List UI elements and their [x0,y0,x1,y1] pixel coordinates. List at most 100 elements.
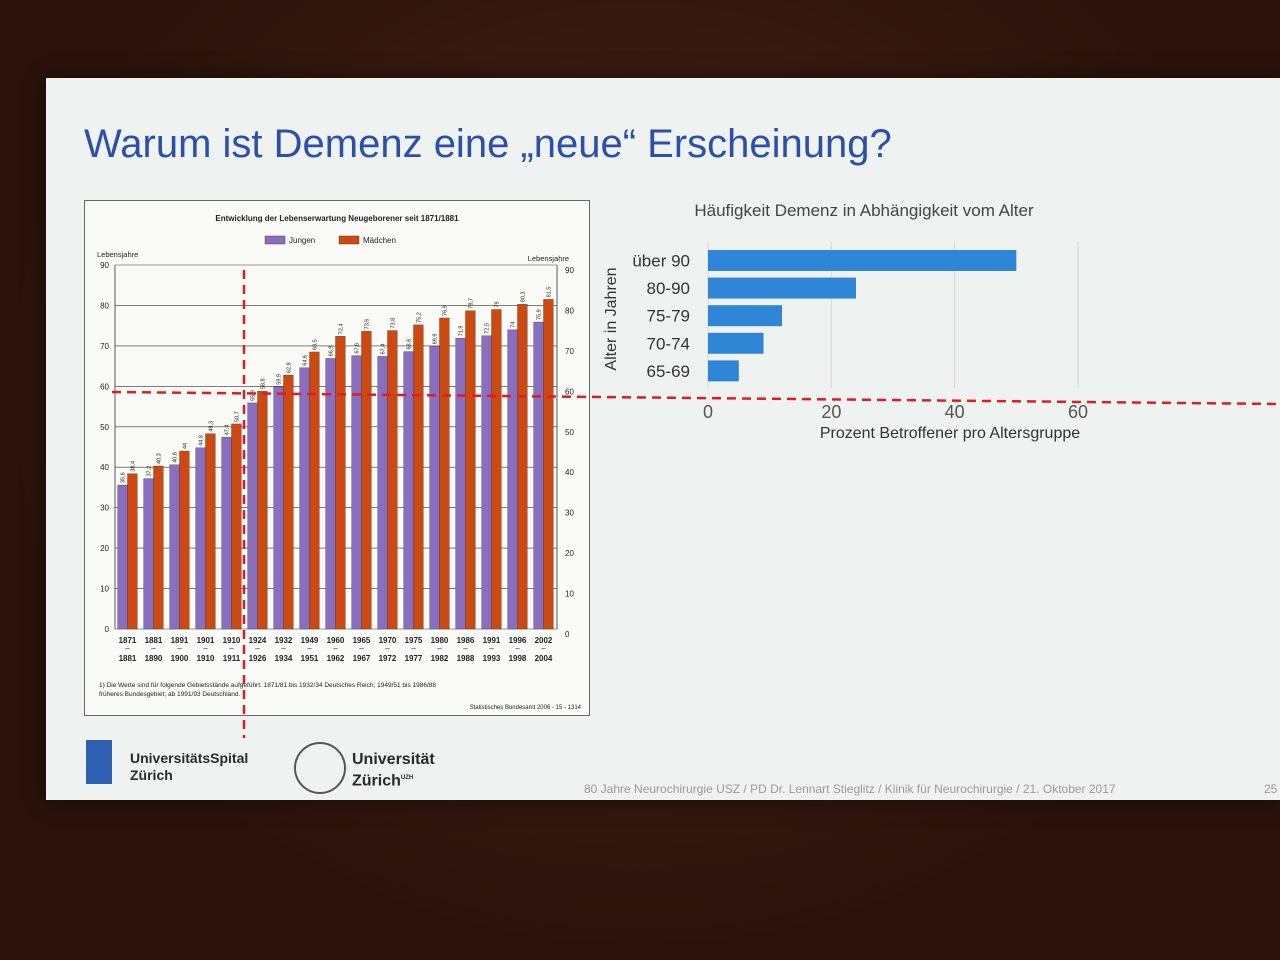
y-tick-label-right: 30 [565,509,574,518]
legend-swatch-maedchen [338,235,360,245]
bar-jungen [507,329,518,630]
y-tick-label-left: 50 [100,423,109,432]
usz-logo-icon [86,740,112,784]
x-tick-label: 40 [945,402,965,422]
bar-jungen [273,386,284,630]
x-tick-dash: – [307,644,312,653]
x-tick-label: 0 [703,402,713,422]
x-tick-label-top: 1996 [509,636,527,645]
uzh-seal-icon [294,742,346,794]
presentation-slide: Warum ist Demenz eine „neue“ Erscheinung… [46,78,1280,800]
data-label: 38,4 [130,461,136,472]
bar-maedchen [153,465,164,630]
chart-title: Entwicklung der Lebenserwartung Neugebor… [215,214,459,223]
footnote-line2: früheres Bundesgebiet; ab 1991/93 Deutsc… [99,691,240,698]
y-tick-label-left: 20 [100,544,109,553]
legend-label-maedchen: Mädchen [363,236,396,245]
x-tick-dash: – [359,644,364,653]
bar-maedchen [335,336,346,630]
data-label: 44 [182,443,188,449]
bar-jungen [377,356,388,630]
data-label: 58,8 [260,378,266,389]
bar-maedchen [491,309,502,630]
x-tick-label: 60 [1068,402,1088,422]
y-axis-label-right: Lebensjahre [528,254,569,263]
y-tick-label-left: 60 [100,382,109,391]
bar-maedchen [179,450,190,630]
life-expectancy-svg: Entwicklung der Lebenserwartung Neugebor… [97,214,582,711]
bar-maedchen [543,299,554,630]
data-label: 73,6 [364,319,370,330]
y-tick-label-right: 50 [565,428,574,437]
bar-jungen [299,367,310,630]
data-label: 48,3 [208,421,214,432]
bar-jungen [247,402,258,630]
legend-label-jungen: Jungen [289,236,315,245]
x-tick-label-bottom: 2004 [535,654,553,663]
x-tick-label-bottom: 1972 [379,654,397,663]
bar-maedchen [387,330,398,630]
x-tick-dash: – [203,644,208,653]
chart-title: Häufigkeit Demenz in Abhängigkeit vom Al… [694,201,1034,220]
x-tick-label: 20 [821,402,841,422]
uzh-mark: UZH [400,775,414,781]
x-tick-label-top: 1901 [197,636,215,645]
y-category-label: 65-69 [647,362,690,381]
y-tick-label-right: 90 [565,266,574,275]
x-tick-label-top: 1960 [327,636,345,645]
data-label: 69,9 [433,334,439,345]
x-tick-label-top: 1891 [171,636,189,645]
data-label: 50,7 [234,411,240,422]
y-tick-label-left: 10 [100,585,109,594]
bar-maedchen [361,331,372,630]
y-category-label: über 90 [632,251,690,270]
data-label: 81,5 [546,287,552,298]
bar-jungen [325,358,336,630]
bar-maedchen [517,304,528,630]
data-label: 64,6 [303,355,309,366]
data-label: 75,2 [416,312,422,323]
slide-title: Warum ist Demenz eine „neue“ Erscheinung… [84,122,892,166]
legend-swatch-jungen [264,235,286,245]
slide-number: 25 [1264,782,1278,796]
data-label: 66,9 [329,346,335,357]
data-label: 79 [494,301,500,307]
data-label: 47,4 [225,425,231,436]
data-label: 78,7 [468,298,474,309]
data-label: 44,8 [199,435,205,446]
y-axis-label-left: Lebensjahre [97,250,138,259]
data-label: 35,6 [121,472,127,483]
bar-maedchen [413,324,424,630]
usz-name-line1: UniversitätsSpital [130,750,249,766]
x-tick-dash: – [229,644,234,653]
dementia-frequency-svg: Häufigkeit Demenz in Abhängigkeit vom Al… [603,201,1088,442]
data-label: 37,2 [147,466,153,477]
x-tick-dash: – [151,644,156,653]
x-tick-label-bottom: 1934 [275,654,293,663]
x-tick-dash: – [463,644,468,653]
y-tick-label-right: 60 [565,387,574,396]
bar-jungen [221,437,232,630]
x-tick-label-top: 1932 [275,636,293,645]
y-axis-title: Alter in Jahren [603,267,620,370]
bar-maedchen [283,374,294,630]
x-tick-label-top: 1924 [249,636,267,645]
demenz-bar [708,250,1017,271]
data-label: 75,9 [537,309,543,320]
data-label: 40,6 [173,452,179,463]
bar-maedchen [309,351,320,630]
bar-jungen [533,321,544,630]
slide-footer: 80 Jahre Neurochirurgie USZ / PD Dr. Len… [584,782,1116,796]
x-tick-dash: – [385,644,390,653]
footnote-line1: 1) Die Werte sind für folgende Gebietsst… [99,682,436,689]
x-tick-dash: – [437,644,442,653]
data-label: 74 [511,322,517,328]
x-tick-label-top: 1970 [379,636,397,645]
bar-jungen [351,355,362,630]
x-tick-label-bottom: 1890 [145,654,163,663]
x-tick-label-bottom: 1962 [327,654,345,663]
y-tick-label-left: 80 [100,301,109,310]
x-tick-label-bottom: 1988 [457,654,475,663]
uzh-wordmark: Universität ZürichUZH [352,750,435,790]
data-label: 67,6 [355,343,361,354]
